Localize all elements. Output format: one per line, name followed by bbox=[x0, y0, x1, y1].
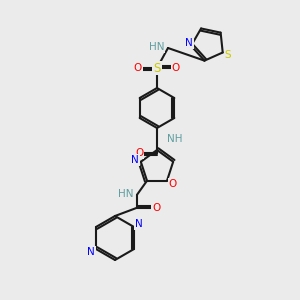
Text: O: O bbox=[172, 63, 180, 73]
Text: O: O bbox=[134, 63, 142, 73]
Text: O: O bbox=[135, 148, 143, 158]
Text: S: S bbox=[153, 61, 161, 74]
Text: NH: NH bbox=[167, 134, 182, 144]
Text: O: O bbox=[152, 203, 160, 213]
Text: N: N bbox=[135, 219, 143, 229]
Text: N: N bbox=[131, 155, 139, 165]
Text: S: S bbox=[224, 50, 231, 59]
Text: O: O bbox=[169, 179, 177, 189]
Text: N: N bbox=[185, 38, 193, 48]
Text: HN: HN bbox=[118, 189, 133, 199]
Text: N: N bbox=[87, 247, 95, 257]
Text: HN: HN bbox=[148, 42, 164, 52]
